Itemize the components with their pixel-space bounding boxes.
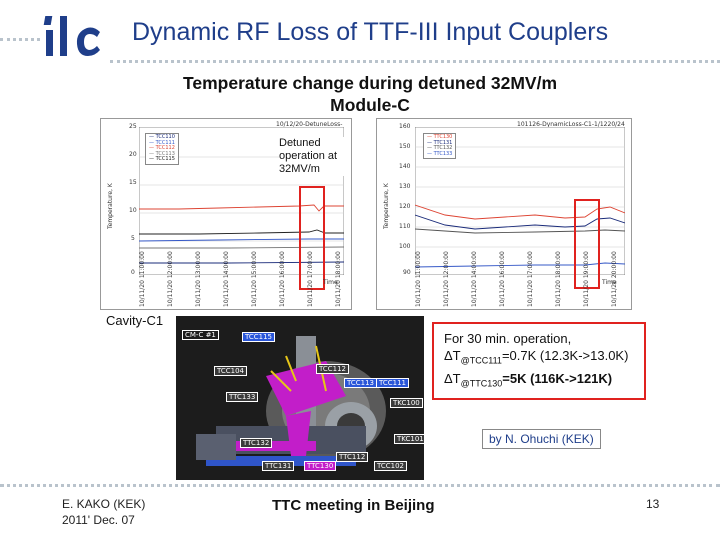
footer-date: 2011' Dec. 07 [62, 513, 135, 527]
sensor-tag: TKC101 [394, 434, 424, 444]
right-x-tick: 10/11/20 18:00:00 [555, 251, 562, 307]
photo-module-label: CM-C #1 [182, 330, 219, 340]
slide-title: Dynamic RF Loss of TTF-III Input Coupler… [132, 18, 609, 46]
ilc-logo [43, 16, 100, 56]
left-x-tick: 10/11/20 17:00:00 [307, 251, 314, 307]
cryomodule-photo: CM-C #1 TCC115 TCC104 TCC112 TCC111 TTC1… [176, 316, 424, 480]
callout-line-2: ΔT@TCC111=0.7K (12.3K->13.0K) [444, 348, 629, 366]
heading-line-1: Temperature change during detuned 32MV/m [182, 73, 558, 93]
left-series-navy [139, 261, 344, 264]
left-plot-annotation: Detuned operation at 32MV/m [279, 137, 349, 176]
callout-line-1: For 30 min. operation, [444, 331, 572, 346]
right-plot-x-ticks: 10/11/20 11:00:00 10/11/20 12:00:00 10/1… [415, 251, 625, 307]
sensor-tag: TCC115 [242, 332, 276, 342]
sensor-tag: TTC132 [240, 438, 273, 448]
left-x-tick: 10/11/20 15:00:00 [251, 251, 258, 307]
right-plot-y-tick: 130 [399, 183, 411, 190]
right-series-blue [415, 262, 625, 268]
right-x-tick: 10/11/20 16:00:00 [499, 251, 506, 307]
right-plot-ylabel: Temperature, K [383, 183, 390, 229]
legend-item: — TCC113 [149, 150, 175, 157]
legend-item: — TTC133 [427, 150, 453, 157]
sensor-tag: TKC100 [390, 398, 423, 408]
header-dots-right [110, 60, 720, 63]
right-plot-y-tick: 110 [399, 223, 411, 230]
right-plot-xlabel: Time [602, 279, 617, 286]
right-x-tick: 10/11/20 17:00:00 [527, 251, 534, 307]
sensor-tag: TTC112 [336, 452, 369, 462]
left-plot-legend: — TCC110 — TCC111 — TCC112 — TCC113 — TC… [145, 133, 179, 165]
credit-text: by N. Ohuchi (KEK) [489, 432, 594, 446]
left-x-tick: 10/11/20 12:00:00 [167, 251, 174, 307]
left-temperature-plot: 10/12/20-DetuneLoss-C1-1 Temperature, K … [100, 118, 352, 310]
legend-item: — TCC110 [149, 134, 175, 140]
right-x-tick: 10/11/20 14:00:00 [471, 251, 478, 307]
right-plot-y-tick: 90 [403, 269, 411, 276]
header-dots-left [0, 38, 40, 41]
credit-box: by N. Ohuchi (KEK) [482, 429, 601, 449]
left-series-gray [139, 246, 344, 249]
legend-item: — TTC132 [427, 145, 453, 151]
right-series-red [415, 204, 625, 220]
left-x-tick: 10/11/20 14:00:00 [223, 251, 230, 307]
right-x-tick: 10/11/20 20:00:00 [611, 251, 618, 307]
sensor-tag: TCC112 [316, 364, 350, 374]
legend-item: — TTC130 [427, 134, 453, 140]
right-plot-y-tick: 140 [399, 163, 411, 170]
right-x-tick: 10/11/20 12:00:00 [443, 251, 450, 307]
legend-item: — TCC115 [149, 156, 175, 162]
sensor-tag: TTC133 [226, 392, 259, 402]
left-plot-y-tick: 20 [129, 151, 137, 158]
page-number: 13 [646, 497, 660, 511]
left-plot-y-tick: 10 [129, 207, 137, 214]
right-plot-y-tick: 120 [399, 203, 411, 210]
detuned-highlight-box [299, 186, 325, 290]
right-x-tick: 10/11/20 19:00:00 [583, 251, 590, 307]
left-series-dark [139, 229, 344, 235]
left-x-tick: 10/11/20 13:00:00 [195, 251, 202, 307]
heading-line-2: Module-C [330, 95, 410, 115]
left-plot-ylabel: Temperature, K [107, 183, 114, 229]
right-series-navy [415, 214, 625, 230]
result-callout: For 30 min. operation, ΔT@TCC111=0.7K (1… [432, 322, 646, 401]
sensor-tag: TCC102 [374, 461, 408, 471]
left-plot-y-tick: 0 [131, 269, 135, 276]
sensor-tag: TTC131 [262, 461, 295, 471]
right-temperature-plot: 101126-DynamicLoss-C1-1/1220/24 10/12/20… [376, 118, 632, 310]
left-x-tick: 10/11/20 16:00:00 [279, 251, 286, 307]
right-plot-y-tick: 150 [399, 143, 411, 150]
cryomodule-render [176, 316, 424, 480]
right-series-gray [415, 228, 625, 234]
legend-item: — TCC111 [149, 139, 175, 146]
left-plot-y-tick: 25 [129, 123, 137, 130]
footer-dots [0, 484, 720, 487]
sensor-tag: TCC104 [214, 366, 248, 376]
footer-meeting: TTC meeting in Beijing [272, 497, 435, 514]
left-plot-y-tick: 15 [129, 179, 137, 186]
right-plot-legend: — TTC130 — TTC131 — TTC132 — TTC133 [423, 133, 457, 159]
cavity-label: Cavity-C1 [106, 313, 164, 328]
sensor-tag: TCC111 [376, 378, 410, 388]
footer-author: E. KAKO (KEK) [62, 497, 146, 511]
right-x-tick: 10/11/20 11:00:00 [415, 251, 422, 307]
callout-line-3: ΔT@TTC130=5K (116K->121K) [444, 370, 613, 389]
legend-item: — TTC131 [427, 139, 453, 146]
left-plot-xlabel: Time [323, 279, 338, 286]
sensor-tag: TTC130 [304, 461, 337, 471]
right-plot-y-tick: 100 [399, 243, 411, 250]
left-plot-x-ticks: 10/11/20 11:00:00 10/11/20 12:00:00 10/1… [139, 251, 344, 307]
left-series-blue [139, 238, 344, 242]
legend-item: — TCC112 [149, 145, 175, 151]
right-plot-y-tick: 160 [399, 123, 411, 130]
detuned-highlight-box [574, 199, 600, 289]
sensor-tag: TCC113 [344, 378, 378, 388]
left-x-tick: 10/11/20 18:00:00 [335, 251, 342, 307]
left-x-tick: 10/11/20 11:00:00 [139, 251, 146, 307]
slide-heading: Temperature change during detuned 32MV/m… [180, 72, 560, 116]
left-plot-y-tick: 5 [131, 235, 135, 242]
